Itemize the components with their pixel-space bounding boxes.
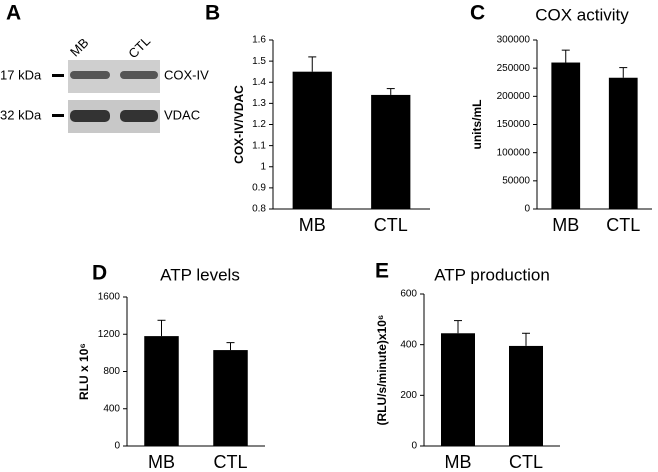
protein-label: COX-IV xyxy=(164,67,209,82)
y-tick-label: 1600 xyxy=(98,292,121,303)
chart-title: ATP production xyxy=(434,265,550,284)
x-tick-label: MB xyxy=(299,215,326,235)
x-tick-label: CTL xyxy=(509,452,543,472)
x-tick-label: CTL xyxy=(213,452,247,472)
y-tick-label: 1.5 xyxy=(252,56,266,67)
chart-title: COX activity xyxy=(535,5,629,24)
bar xyxy=(551,62,581,210)
y-tick-label: 0 xyxy=(114,441,120,452)
y-tick-label: 0.8 xyxy=(252,204,266,215)
y-tick-label: 400 xyxy=(400,339,417,350)
bar xyxy=(371,94,411,209)
y-tick-label: 150000 xyxy=(497,119,531,130)
y-tick-label: 0 xyxy=(411,441,417,452)
y-tick-label: 50000 xyxy=(502,175,530,186)
panel-letter: E xyxy=(375,260,389,283)
y-tick-label: 1.4 xyxy=(252,77,266,88)
band xyxy=(70,71,110,79)
band xyxy=(120,110,158,122)
y-axis-label: (RLU/s/minute)x10⁶ xyxy=(375,315,389,426)
panel-letter: C xyxy=(470,2,485,25)
y-tick-label: 1.6 xyxy=(252,35,266,46)
band xyxy=(70,110,110,122)
y-tick-label: 1.1 xyxy=(252,140,266,151)
bar xyxy=(509,345,543,446)
panel-letter: B xyxy=(205,2,220,25)
band xyxy=(120,71,158,79)
y-tick-label: 200 xyxy=(400,390,417,401)
y-tick-label: 200000 xyxy=(497,91,531,102)
size-label: 32 kDa xyxy=(0,107,42,122)
x-tick-label: MB xyxy=(445,452,472,472)
y-tick-label: 1.3 xyxy=(252,98,266,109)
lane-label: MB xyxy=(67,35,91,59)
protein-label: VDAC xyxy=(164,107,200,122)
size-label: 17 kDa xyxy=(0,67,42,82)
y-tick-label: 300000 xyxy=(497,35,531,46)
y-tick-label: 600 xyxy=(400,289,417,300)
bar xyxy=(608,77,638,209)
bar xyxy=(213,350,248,446)
marker xyxy=(52,74,64,77)
y-axis-label: units/mL xyxy=(470,100,484,150)
y-tick-label: 1 xyxy=(260,161,266,172)
y-axis-label: RLU x 10⁶ xyxy=(77,343,91,400)
bar xyxy=(292,71,332,209)
y-tick-label: 0 xyxy=(524,204,530,215)
lane-label: CTL xyxy=(125,33,153,61)
marker xyxy=(52,114,64,117)
bar xyxy=(144,336,179,446)
y-tick-label: 100000 xyxy=(497,147,531,158)
x-tick-label: MB xyxy=(148,452,175,472)
y-tick-label: 800 xyxy=(103,366,120,377)
y-tick-label: 400 xyxy=(103,403,120,414)
bar xyxy=(441,333,475,446)
x-tick-label: CTL xyxy=(606,215,640,235)
panel-letter: A xyxy=(6,2,21,25)
x-tick-label: MB xyxy=(552,215,579,235)
y-tick-label: 250000 xyxy=(497,63,531,74)
y-tick-label: 1.2 xyxy=(252,119,266,130)
chart-title: ATP levels xyxy=(160,265,240,284)
y-tick-label: 0.9 xyxy=(252,183,266,194)
y-tick-label: 1200 xyxy=(98,329,121,340)
y-axis-label: COX-IV/VDAC xyxy=(232,85,246,164)
x-tick-label: CTL xyxy=(374,215,408,235)
panel-letter: D xyxy=(92,262,107,285)
